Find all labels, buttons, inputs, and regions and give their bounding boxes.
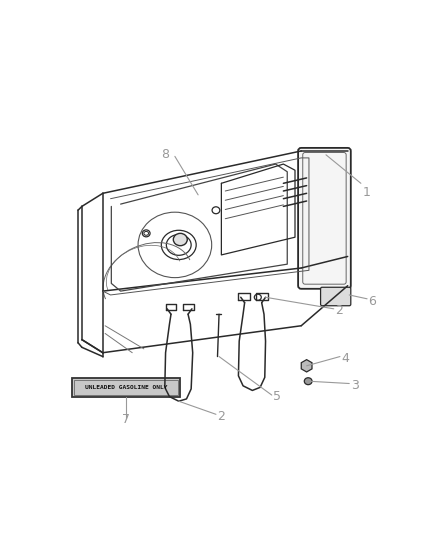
FancyBboxPatch shape — [72, 378, 180, 398]
Text: 8: 8 — [162, 148, 170, 161]
Text: UNLEADED GASOLINE ONLY: UNLEADED GASOLINE ONLY — [85, 385, 167, 390]
FancyBboxPatch shape — [321, 287, 351, 306]
Text: 2: 2 — [336, 304, 343, 317]
Text: 3: 3 — [351, 379, 359, 392]
Ellipse shape — [173, 233, 187, 246]
FancyBboxPatch shape — [298, 148, 351, 289]
Polygon shape — [301, 360, 312, 372]
Text: 6: 6 — [369, 295, 377, 308]
Text: 7: 7 — [122, 413, 130, 426]
Text: 2: 2 — [218, 410, 226, 423]
Text: 5: 5 — [273, 390, 281, 403]
Text: 4: 4 — [342, 352, 350, 365]
Ellipse shape — [304, 378, 312, 385]
Text: 1: 1 — [362, 185, 370, 199]
